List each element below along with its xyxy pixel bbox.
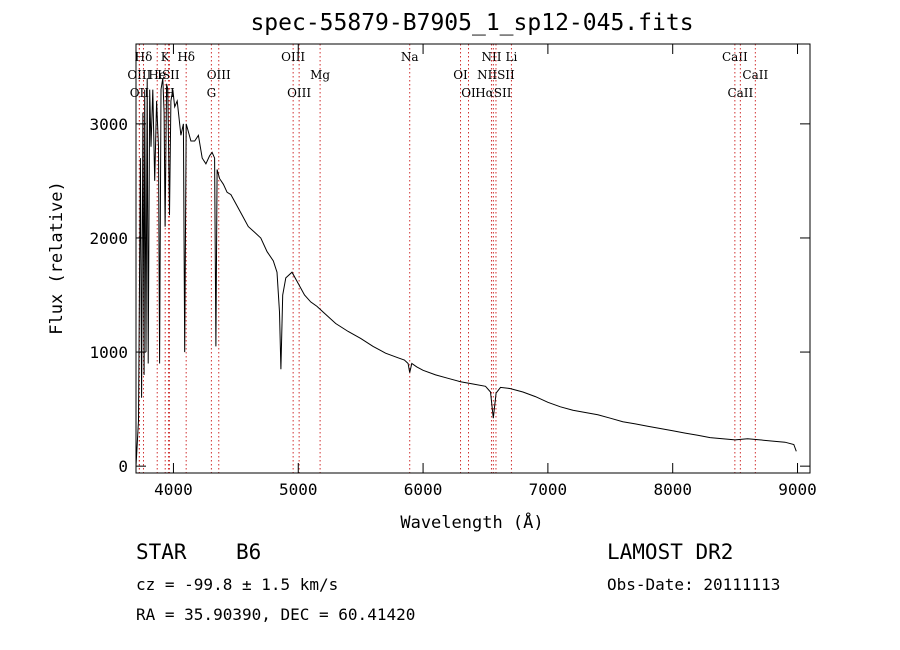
x-tick-label: 5000	[279, 480, 318, 499]
y-tick-label: 0	[118, 457, 128, 476]
marker-label: CaII	[727, 86, 753, 100]
survey-name: LAMOST DR2	[607, 540, 734, 564]
y-tick-label: 1000	[89, 343, 128, 362]
x-tick-label: 6000	[404, 480, 443, 499]
sky-coordinates: RA = 35.90390, DEC = 60.41420	[136, 605, 416, 624]
object-subclass: B6	[236, 540, 262, 564]
marker-label: Na	[401, 50, 419, 64]
marker-label: HαSII	[475, 86, 512, 100]
chart-title: spec-55879-B7905_1_sp12-045.fits	[250, 10, 693, 36]
object-class: STAR	[136, 540, 187, 564]
marker-label: Hδ	[135, 50, 153, 64]
x-axis-label: Wavelength (Å)	[400, 511, 543, 533]
marker-label: G	[207, 86, 217, 100]
x-tick-label: 7000	[529, 480, 568, 499]
marker-label: He	[148, 68, 166, 82]
marker-label: OIII	[207, 68, 231, 82]
marker-label: OI	[461, 86, 476, 100]
marker-label: ISII	[157, 68, 180, 82]
marker-label: OIII	[127, 68, 151, 82]
marker-label: K	[161, 50, 171, 64]
marker-label: OIII	[281, 50, 305, 64]
spectrum-line	[135, 78, 797, 467]
marker-label: Mg	[310, 68, 330, 82]
marker-label: H	[164, 86, 174, 100]
axis-ticks: 4000 5000 6000 7000 8000 9000 0 1000 2000 3000	[89, 44, 817, 499]
observation-date: Obs-Date: 20111113	[607, 575, 781, 594]
marker-label: OII	[130, 86, 150, 100]
y-tick-label: 2000	[89, 229, 128, 248]
marker-label: Li	[506, 50, 518, 64]
marker-label: CaII	[722, 50, 748, 64]
y-tick-label: 3000	[89, 115, 128, 134]
marker-label: OIII	[287, 86, 311, 100]
marker-label: Hδ	[177, 50, 195, 64]
marker-label: CaII	[742, 68, 768, 82]
marker-label: NII	[481, 50, 501, 64]
x-tick-label: 4000	[154, 480, 193, 499]
radial-velocity: cz = -99.8 ± 1.5 km/s	[136, 575, 339, 594]
y-axis-label: Flux (relative)	[47, 181, 67, 335]
marker-label: NIISII	[477, 68, 515, 82]
x-tick-label: 8000	[653, 480, 692, 499]
plot-frame	[135, 43, 811, 474]
marker-label: OI	[453, 68, 468, 82]
x-tick-label: 9000	[778, 480, 817, 499]
